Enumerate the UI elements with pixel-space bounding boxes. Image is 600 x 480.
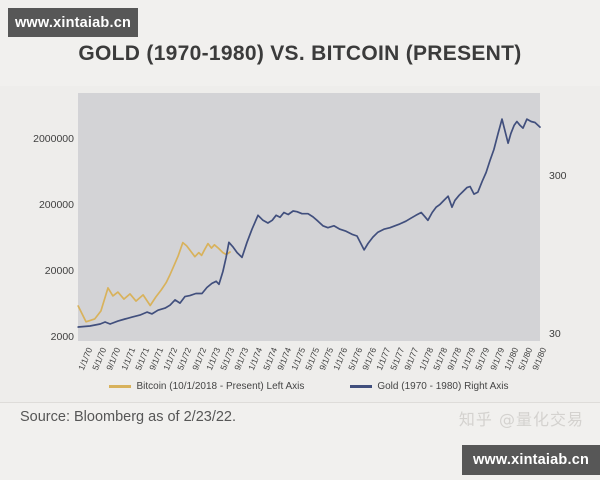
legend-item-gold: Gold (1970 - 1980) Right Axis (350, 381, 509, 392)
plot-area (78, 93, 540, 341)
bitcoin-line-swatch (109, 385, 132, 388)
left-axis-tick-label: 200000 (38, 198, 74, 211)
legend-item-bitcoin: Bitcoin (10/1/2018 - Present) Left Axis (109, 381, 304, 392)
gold-line (77, 118, 541, 328)
left-axis-tick-label: 20000 (44, 264, 74, 277)
bitcoin-legend-label: Bitcoin (10/1/2018 - Present) Left Axis (136, 381, 305, 392)
legend: Bitcoin (10/1/2018 - Present) Left Axis … (78, 381, 540, 392)
right-axis-tick-label: 30 (549, 328, 561, 341)
left-axis-tick-label: 2000 (50, 330, 74, 343)
gold-legend-label: Gold (1970 - 1980) Right Axis (377, 381, 509, 392)
site-watermark-badge-top: www.xintaiab.cn (8, 8, 138, 37)
gold-line-swatch (350, 385, 373, 388)
chart-title: GOLD (1970-1980) VS. BITCOIN (PRESENT) (78, 42, 522, 65)
site-watermark-badge-bottom: www.xintaiab.cn (462, 445, 600, 475)
source-text: Source: Bloomberg as of 2/23/22. (20, 409, 237, 425)
right-axis-tick-label: 300 (549, 169, 567, 182)
bitcoin-line (77, 241, 231, 323)
left-axis-tick-label: 2000000 (33, 132, 74, 145)
zhihu-watermark: 知乎 @量化交易 (458, 410, 584, 429)
